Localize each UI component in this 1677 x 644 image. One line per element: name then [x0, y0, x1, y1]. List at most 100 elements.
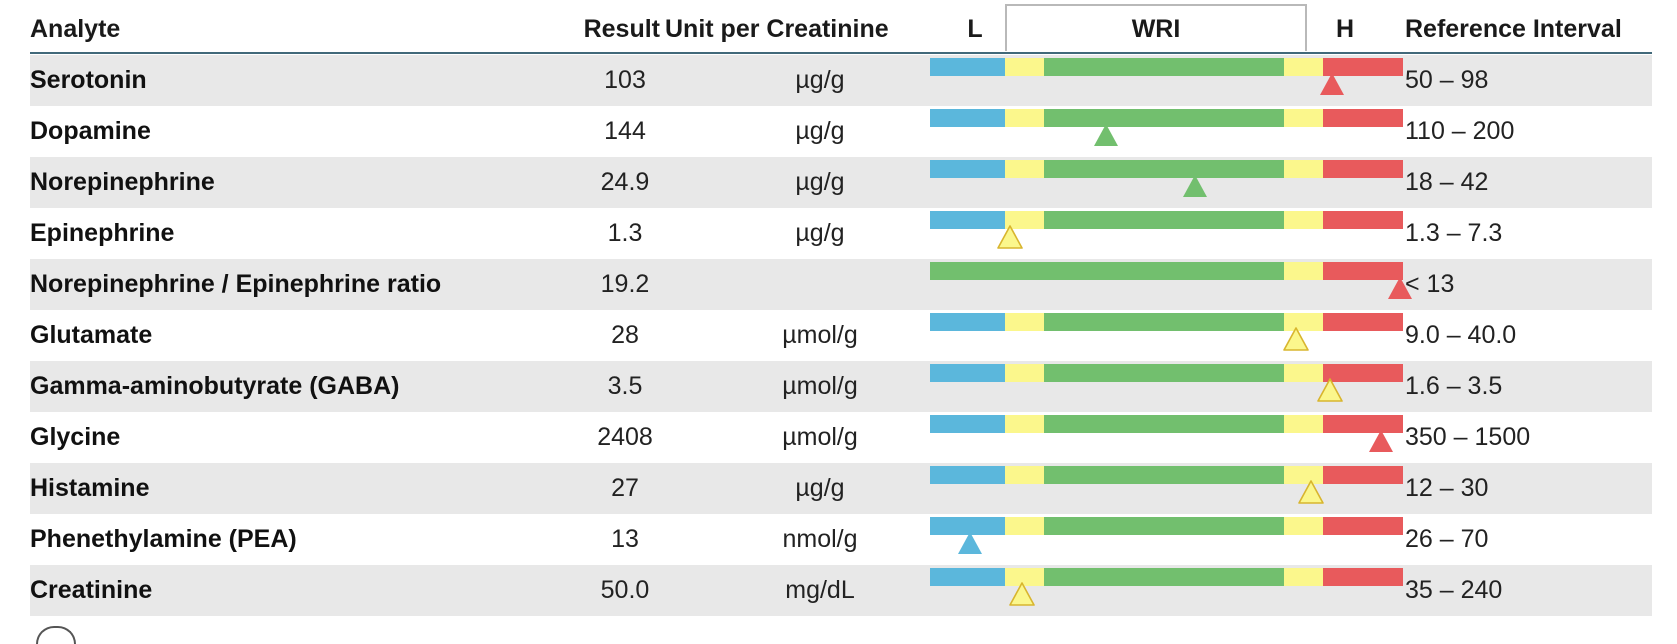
analyte-name: Creatinine [30, 576, 153, 604]
wri-scale [930, 106, 1412, 157]
header-wri: WRI [1131, 15, 1181, 43]
high-range-bar [1323, 313, 1403, 331]
result-marker-triangle-icon [996, 224, 1024, 250]
result-unit: µg/g [795, 117, 845, 145]
high-range-bar [1323, 415, 1403, 433]
wri-scale [930, 463, 1412, 514]
result-value: 1.3 [607, 219, 643, 247]
result-value: 50.0 [600, 576, 650, 604]
low-range-bar [930, 364, 1005, 382]
borderline-range-bar [1283, 364, 1323, 382]
table-row: Histamine 27 µg/g 12 – 30 [30, 463, 1652, 514]
result-value: 2408 [597, 423, 653, 451]
reference-interval: 110 – 200 [1405, 117, 1515, 145]
normal-range-bar [1043, 211, 1284, 229]
borderline-range-bar [1283, 517, 1323, 535]
normal-range-bar [1043, 517, 1284, 535]
wri-scale [930, 157, 1412, 208]
result-unit: µg/g [795, 168, 845, 196]
high-range-bar [1323, 466, 1403, 484]
result-marker-triangle-icon [1386, 275, 1414, 301]
result-unit: µg/g [795, 219, 845, 247]
table-row: Norepinephrine / Epinephrine ratio 19.2 < … [30, 259, 1652, 310]
analyte-name: Glutamate [30, 321, 153, 349]
result-value: 19.2 [600, 270, 650, 298]
analyte-name: Histamine [30, 474, 150, 502]
table-row: Serotonin 103 µg/g 50 – 98 [30, 55, 1652, 106]
borderline-range-bar [1283, 109, 1323, 127]
result-marker-triangle-icon [1282, 326, 1310, 352]
normal-range-bar [930, 262, 1284, 280]
reference-interval: 12 – 30 [1405, 474, 1489, 502]
header-analyte: Analyte [30, 15, 121, 43]
borderline-range-bar [1283, 211, 1323, 229]
high-range-bar [1323, 160, 1403, 178]
borderline-range-bar [1283, 313, 1323, 331]
wri-scale [930, 208, 1412, 259]
borderline-range-bar [1283, 568, 1323, 586]
result-marker-triangle-icon [1297, 479, 1325, 505]
normal-range-bar [1043, 109, 1284, 127]
table-row: Dopamine 144 µg/g 110 – 200 [30, 106, 1652, 157]
analyte-name: Glycine [30, 423, 121, 451]
header-divider [30, 52, 1652, 54]
header-low: L [967, 15, 983, 43]
result-value: 28 [611, 321, 639, 349]
low-range-bar [930, 415, 1005, 433]
high-range-bar [1323, 568, 1403, 586]
normal-range-bar [1043, 58, 1284, 76]
borderline-range-bar [1004, 466, 1044, 484]
borderline-range-bar [1004, 415, 1044, 433]
borderline-range-bar [1283, 466, 1323, 484]
analyte-name: Norepinephrine [30, 168, 215, 196]
wri-scale [930, 361, 1412, 412]
low-range-bar [930, 466, 1005, 484]
wri-header-box [1005, 4, 1307, 51]
high-range-bar [1323, 211, 1403, 229]
page-corner-arc [36, 626, 76, 644]
table-row: Gamma-aminobutyrate (GABA) 3.5 µmol/g 1.6 –… [30, 361, 1652, 412]
borderline-range-bar [1004, 568, 1044, 586]
result-value: 27 [611, 474, 639, 502]
table-row: Glycine 2408 µmol/g 350 – 1500 [30, 412, 1652, 463]
low-range-bar [930, 211, 1005, 229]
result-marker-triangle-icon [1181, 173, 1209, 199]
result-unit: µmol/g [782, 321, 858, 349]
result-value: 3.5 [607, 372, 643, 400]
result-marker-triangle-icon [956, 530, 984, 556]
high-range-bar [1323, 262, 1403, 280]
result-unit: mg/dL [785, 576, 855, 604]
low-range-bar [930, 160, 1005, 178]
borderline-range-bar [1004, 313, 1044, 331]
result-value: 144 [604, 117, 646, 145]
analyte-name: Serotonin [30, 66, 147, 94]
reference-interval: 1.3 – 7.3 [1405, 219, 1503, 247]
reference-interval: 1.6 – 3.5 [1405, 372, 1503, 400]
reference-interval: < 13 [1405, 270, 1455, 298]
wri-scale [930, 55, 1412, 106]
header-result: Result [583, 15, 660, 43]
low-range-bar [930, 313, 1005, 331]
high-range-bar [1323, 109, 1403, 127]
table-row: Norepinephrine 24.9 µg/g 18 – 42 [30, 157, 1652, 208]
reference-interval: 50 – 98 [1405, 66, 1489, 94]
result-value: 103 [604, 66, 646, 94]
normal-range-bar [1043, 364, 1284, 382]
reference-interval: 18 – 42 [1405, 168, 1489, 196]
table-row: Glutamate 28 µmol/g 9.0 – 40.0 [30, 310, 1652, 361]
low-range-bar [930, 517, 1005, 535]
result-unit [690, 259, 950, 310]
normal-range-bar [1043, 313, 1284, 331]
normal-range-bar [1043, 568, 1284, 586]
result-unit: µmol/g [782, 372, 858, 400]
borderline-range-bar [1004, 160, 1044, 178]
result-marker-triangle-icon [1008, 581, 1036, 607]
borderline-range-bar [1283, 415, 1323, 433]
result-value: 13 [611, 525, 639, 553]
borderline-range-bar [1283, 160, 1323, 178]
normal-range-bar [1043, 466, 1284, 484]
low-range-bar [930, 58, 1005, 76]
analyte-name: Dopamine [30, 117, 151, 145]
header-high: H [1335, 15, 1355, 43]
result-marker-triangle-icon [1316, 377, 1344, 403]
